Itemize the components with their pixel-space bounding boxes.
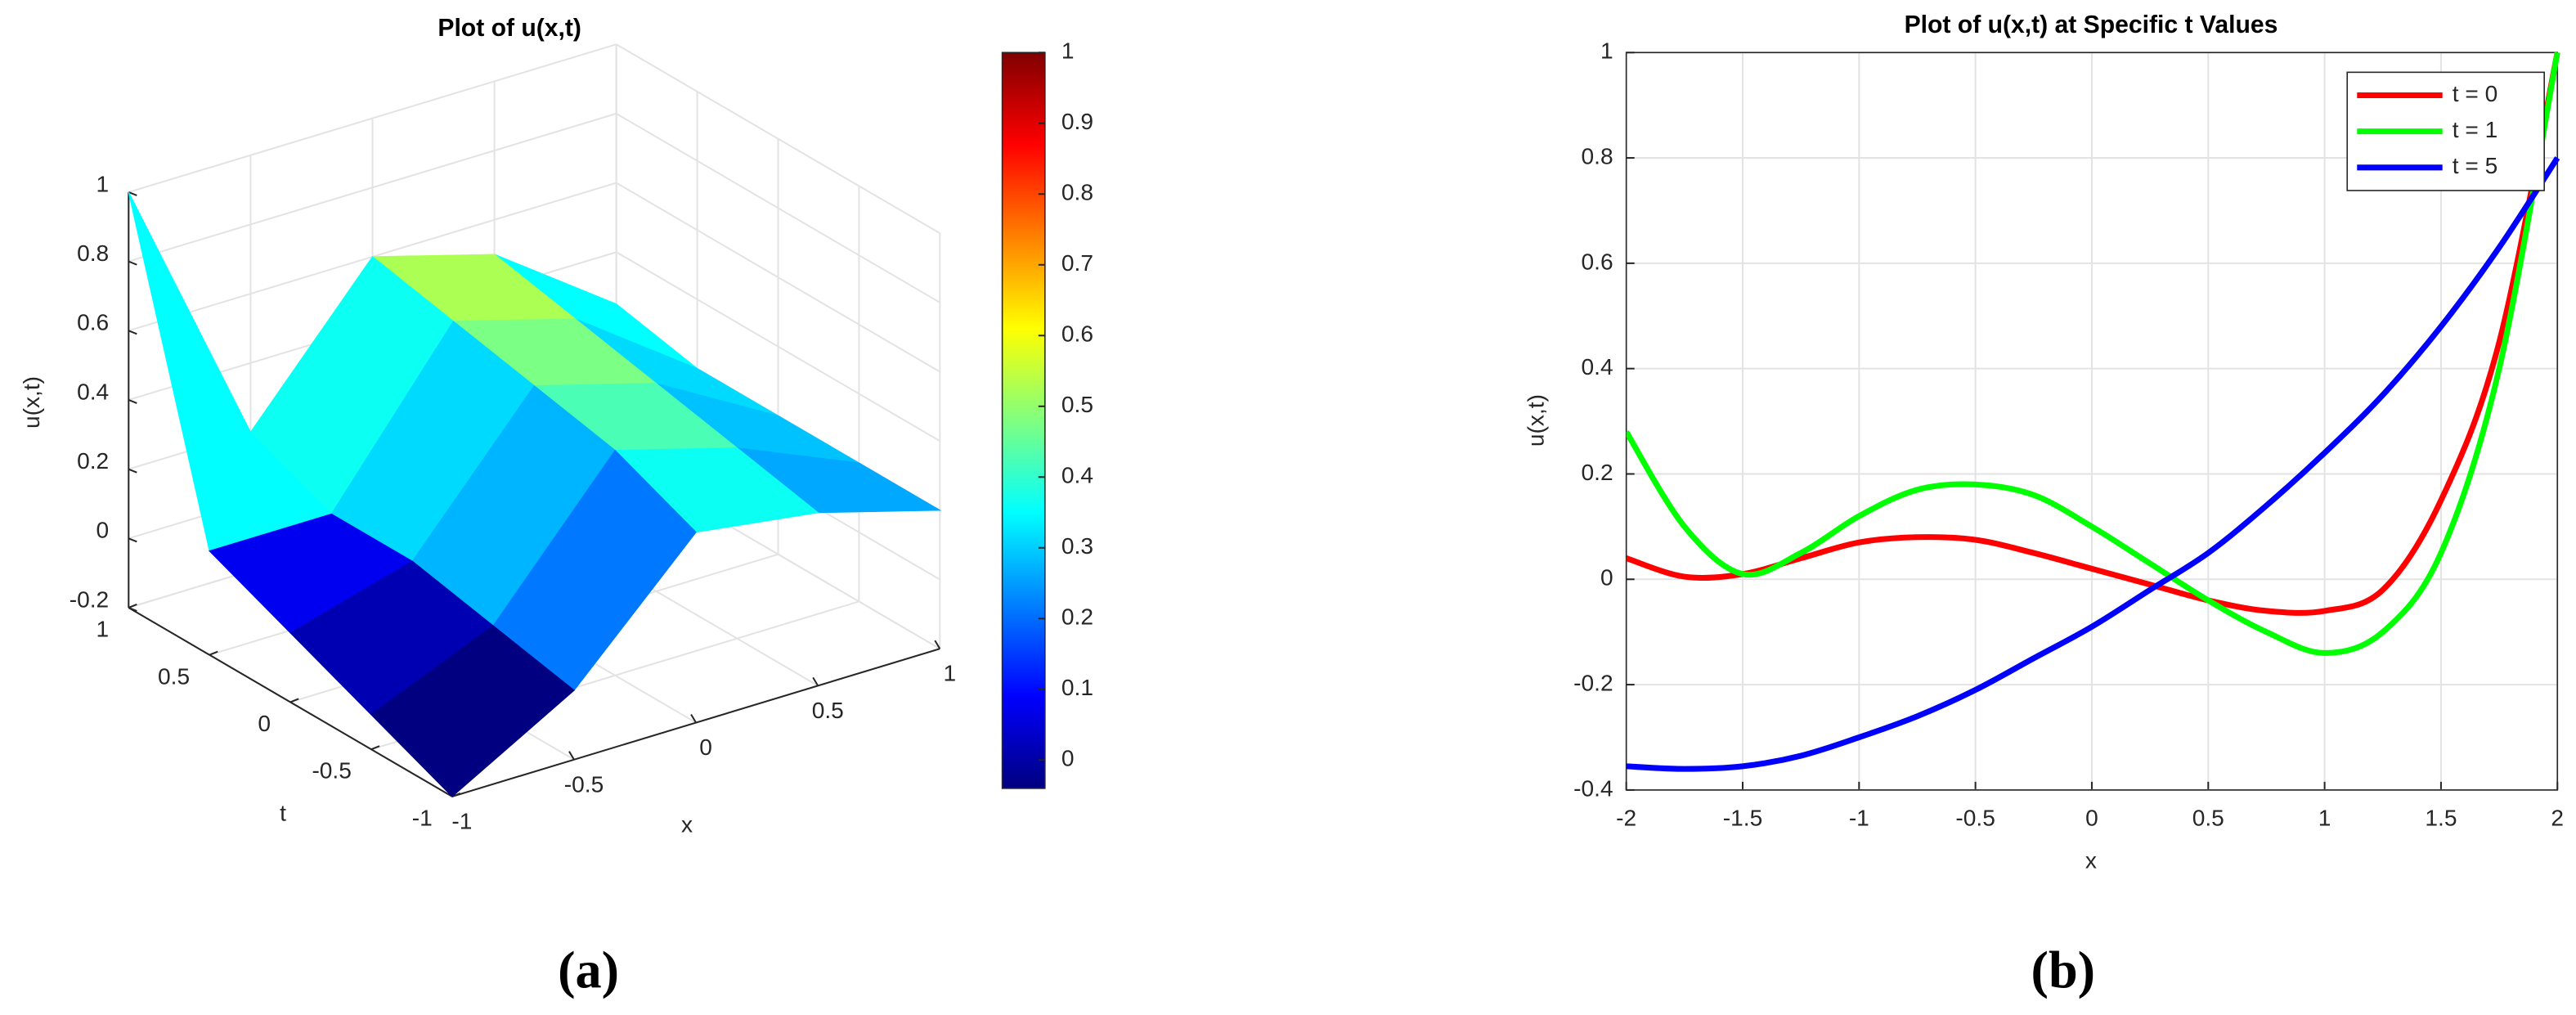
x-tick-label: 1.5 <box>2425 805 2457 830</box>
surface-patch <box>370 625 575 797</box>
caption: (a) <box>558 941 619 999</box>
y-tick-label: -0.2 <box>1573 671 1613 696</box>
y-tick-label: 1 <box>1600 38 1613 64</box>
tick-mark <box>128 537 137 543</box>
z-tick-label: 0.4 <box>77 379 109 404</box>
x-tick-label: -0.5 <box>1955 805 1995 830</box>
colorbar-tick-label: 0.6 <box>1061 321 1093 347</box>
legend-label: t = 5 <box>2453 153 2497 178</box>
x-axis-label: x <box>2085 848 2097 874</box>
x-tick-label: -0.5 <box>564 771 604 797</box>
x-tick-label: -2 <box>1616 805 1636 830</box>
colorbar-tick-label: 0.9 <box>1061 109 1093 134</box>
colorbar-tick-label: 0 <box>1061 746 1075 771</box>
plot-frame <box>1625 52 2559 791</box>
t-axis-label: t <box>280 800 286 825</box>
tick-mark <box>568 751 575 761</box>
x-tick-label: -1 <box>1849 805 1869 830</box>
legend-label: t = 0 <box>2453 81 2497 106</box>
tick-mark <box>128 468 137 474</box>
t-tick-label: -1 <box>412 805 433 830</box>
colorbar-tick-label: 0.4 <box>1061 463 1093 488</box>
tick-mark <box>128 260 137 266</box>
series-line <box>1626 156 2560 772</box>
y-tick-label: 0.2 <box>1582 460 1613 485</box>
colorbar <box>1001 52 1046 789</box>
z-tick-label: 0.8 <box>77 240 109 266</box>
chart-title: Plot of u(x,t) <box>438 15 581 42</box>
tick-mark <box>209 650 218 656</box>
tick-mark <box>128 604 137 609</box>
tick-mark <box>690 714 697 724</box>
tick-mark <box>128 607 137 612</box>
z-tick-label: 0.6 <box>77 310 109 335</box>
y-axis-label: u(x,t) <box>1524 394 1549 447</box>
colorbar-tick-label: 0.5 <box>1061 392 1093 417</box>
y-tick-label: 0.4 <box>1582 354 1613 380</box>
y-tick-label: 0 <box>1600 565 1613 591</box>
legend-label: t = 1 <box>2453 117 2497 142</box>
t-tick-label: 0.5 <box>158 663 190 689</box>
tick-mark <box>128 330 137 335</box>
z-tick-label: 0 <box>96 518 110 543</box>
x-tick-label: 0.5 <box>812 698 844 723</box>
chart-title: Plot of u(x,t) at Specific t Values <box>1905 11 2278 38</box>
colorbar-tick-label: 0.7 <box>1061 250 1093 276</box>
colorbar-tick-label: 0.2 <box>1061 604 1093 630</box>
series-line <box>1626 52 2560 616</box>
x-tick-label: 0.5 <box>2192 805 2224 830</box>
tick-mark <box>289 698 299 703</box>
x-tick-label: 1 <box>944 661 957 686</box>
colorbar-tick-label: 0.1 <box>1061 675 1093 700</box>
z-axis-label: u(x,t) <box>19 376 44 429</box>
tick-mark <box>812 676 819 686</box>
z-tick-label: -0.2 <box>70 586 109 612</box>
y-tick-label: 0.8 <box>1582 143 1613 168</box>
x-tick-label: 0 <box>2085 805 2098 830</box>
x-tick-label: 1 <box>2318 805 2331 830</box>
t-tick-label: -0.5 <box>312 758 351 784</box>
t-tick-label: 1 <box>96 617 110 642</box>
x-tick-label: -1 <box>451 808 472 833</box>
caption: (b) <box>2031 941 2096 999</box>
series-line <box>1626 52 2560 656</box>
tick-mark <box>128 191 137 196</box>
y-tick-label: -0.4 <box>1573 775 1613 801</box>
t-tick-label: 0 <box>258 711 271 736</box>
x-tick-label: -1.5 <box>1723 805 1762 830</box>
colorbar-tick-label: 0.8 <box>1061 180 1093 205</box>
x-tick-label: 0 <box>699 734 712 760</box>
x-axis-label: x <box>681 811 693 837</box>
colorbar-tick-label: 1 <box>1061 38 1075 64</box>
x-tick-label: 2 <box>2551 805 2564 830</box>
y-tick-label: 0.6 <box>1582 249 1613 274</box>
tick-mark <box>370 745 380 751</box>
z-tick-label: 0.2 <box>77 448 109 474</box>
tick-mark <box>934 640 941 649</box>
tick-mark <box>128 399 137 404</box>
colorbar-tick-label: 0.3 <box>1061 533 1093 559</box>
z-tick-label: 1 <box>96 171 110 196</box>
